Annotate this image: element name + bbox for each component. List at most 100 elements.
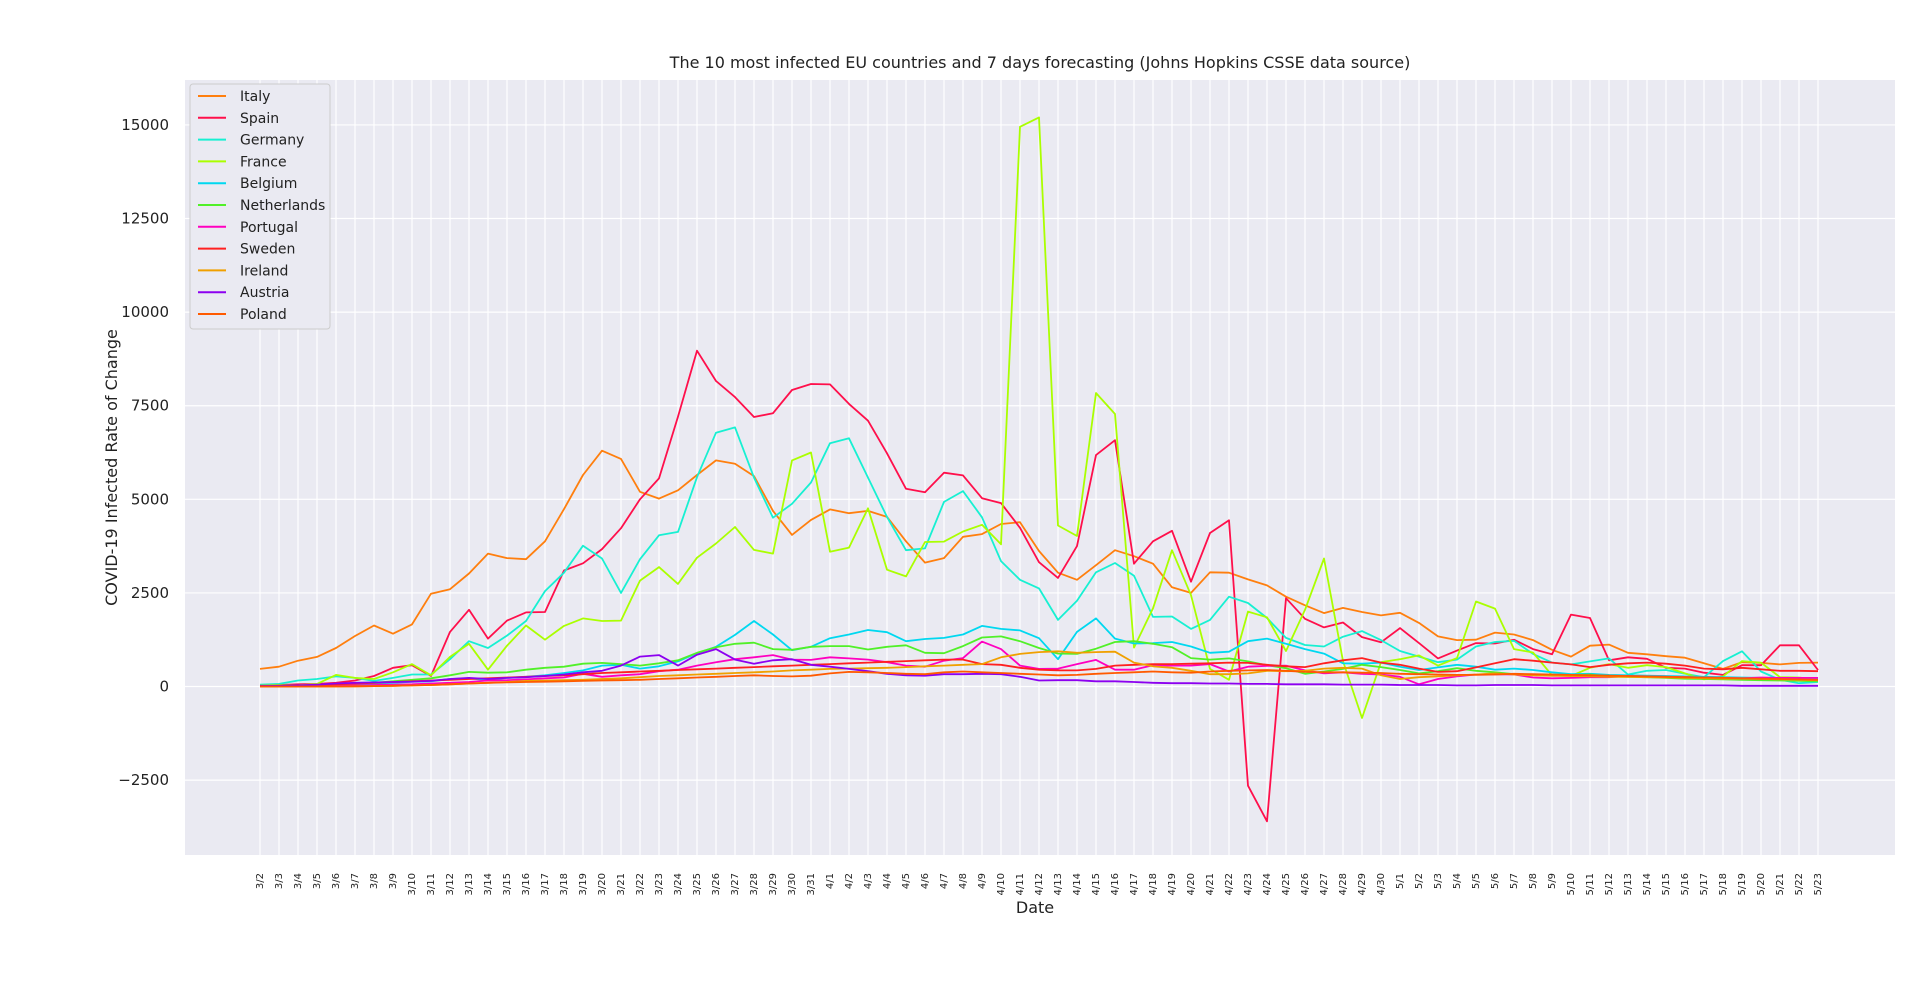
x-tick-label: 4/8 [958, 873, 969, 889]
x-tick-label: 3/26 [711, 873, 722, 895]
x-tick-label: 4/14 [1072, 873, 1083, 895]
x-tick-label: 3/7 [350, 873, 361, 889]
x-tick-label: 3/28 [749, 873, 760, 895]
x-tick-label: 4/20 [1186, 873, 1197, 895]
x-tick-label: 5/13 [1623, 873, 1634, 895]
x-tick-label: 4/16 [1110, 873, 1121, 895]
x-tick-label: 4/30 [1376, 873, 1387, 895]
series-line-spain [259, 349, 1819, 823]
x-tick-label: 5/4 [1452, 873, 1463, 889]
legend-label: Italy [240, 89, 270, 105]
x-axis-ticks: 3/2 3/3 3/4 3/5 3/6 3/7 3/8 3/9 3/10 3/11 3/12 3/13… [255, 873, 1824, 895]
x-tick-label: 4/18 [1148, 873, 1159, 895]
x-tick-label: 4/24 [1262, 873, 1273, 895]
legend-label: Netherlands [240, 198, 325, 214]
legend-label: Germany [240, 133, 304, 149]
chart-title: The 10 most infected EU countries and 7 … [669, 53, 1411, 72]
x-tick-label: 3/4 [293, 873, 304, 889]
x-tick-label: 5/2 [1414, 873, 1425, 889]
x-tick-label: 4/19 [1167, 873, 1178, 895]
x-tick-label: 3/11 [426, 873, 437, 895]
y-tick-label: 12500 [121, 210, 169, 228]
legend-label: Poland [240, 307, 287, 323]
x-tick-label: 3/22 [635, 873, 646, 895]
y-tick-label: 0 [159, 678, 169, 696]
y-tick-label: −2500 [118, 771, 169, 789]
x-tick-label: 5/12 [1604, 873, 1615, 895]
x-tick-label: 3/5 [312, 873, 323, 889]
x-tick-label: 4/13 [1053, 873, 1064, 895]
x-tick-label: 4/12 [1034, 873, 1045, 895]
x-tick-label: 5/5 [1471, 873, 1482, 889]
y-axis-label: COVID-19 Infected Rate of Change [102, 329, 121, 606]
series-line-italy [259, 449, 1819, 670]
x-tick-label: 5/22 [1794, 873, 1805, 895]
x-tick-label: 4/6 [920, 873, 931, 889]
x-tick-label: 5/8 [1528, 873, 1539, 889]
x-tick-label: 5/19 [1737, 873, 1748, 895]
legend-box [189, 83, 331, 330]
series-line-austria [259, 648, 1818, 687]
series-line-poland [260, 669, 1819, 688]
x-tick-label: 5/20 [1756, 873, 1767, 895]
y-tick-label: 7500 [131, 397, 169, 415]
legend-label: Ireland [240, 263, 288, 279]
x-tick-label: 4/1 [825, 873, 836, 889]
x-tick-label: 3/15 [502, 873, 513, 895]
x-tick-label: 4/7 [939, 873, 950, 889]
x-tick-label: 3/12 [445, 873, 456, 895]
x-tick-label: 5/16 [1680, 873, 1691, 895]
x-axis-label: Date [1016, 898, 1054, 917]
x-tick-label: 3/24 [673, 873, 684, 895]
y-tick-label: 5000 [131, 490, 169, 508]
x-tick-label: 5/11 [1585, 873, 1596, 895]
x-tick-label: 3/13 [464, 873, 475, 895]
x-tick-label: 4/29 [1357, 873, 1368, 895]
x-tick-label: 5/23 [1813, 873, 1824, 895]
x-tick-label: 3/14 [483, 873, 494, 895]
x-tick-label: 3/9 [388, 873, 399, 889]
x-tick-label: 5/6 [1490, 873, 1501, 889]
legend-label: Belgium [240, 176, 297, 192]
x-tick-label: 5/7 [1509, 873, 1520, 889]
x-tick-label: 4/15 [1091, 873, 1102, 895]
x-tick-label: 3/19 [578, 873, 589, 895]
x-tick-label: 4/9 [977, 873, 988, 889]
x-tick-label: 4/27 [1319, 873, 1330, 895]
x-tick-label: 5/3 [1433, 873, 1444, 889]
x-tick-label: 4/17 [1129, 873, 1140, 895]
y-tick-label: 15000 [121, 116, 169, 134]
x-tick-label: 3/6 [331, 873, 342, 889]
x-tick-label: 4/11 [1015, 873, 1026, 895]
x-tick-label: 3/18 [559, 873, 570, 895]
plot-area [185, 80, 1895, 855]
x-tick-label: 3/20 [597, 873, 608, 895]
x-tick-label: 5/18 [1718, 873, 1729, 895]
x-tick-label: 5/9 [1547, 873, 1558, 889]
x-tick-label: 5/17 [1699, 873, 1710, 895]
legend-label: Austria [240, 285, 289, 301]
legend-label: France [240, 154, 287, 170]
x-tick-label: 3/17 [540, 873, 551, 895]
x-tick-label: 4/10 [996, 873, 1007, 895]
x-tick-label: 4/21 [1205, 873, 1216, 895]
legend-label: Spain [240, 111, 279, 127]
x-tick-label: 3/16 [521, 873, 532, 895]
x-tick-label: 4/22 [1224, 873, 1235, 895]
x-tick-label: 3/31 [806, 873, 817, 895]
x-tick-label: 3/2 [255, 873, 266, 889]
x-tick-label: 4/23 [1243, 873, 1254, 895]
x-tick-label: 3/30 [787, 873, 798, 895]
x-tick-label: 4/3 [863, 873, 874, 889]
legend-label: Portugal [240, 220, 298, 236]
x-tick-label: 5/21 [1775, 873, 1786, 895]
x-tick-label: 4/2 [844, 873, 855, 889]
y-tick-label: 2500 [131, 584, 169, 602]
x-tick-label: 3/8 [369, 873, 380, 889]
x-tick-label: 4/26 [1300, 873, 1311, 895]
x-tick-label: 4/28 [1338, 873, 1349, 895]
legend: Italy Spain Germany France Belgium Netherland… [189, 83, 331, 330]
y-axis-ticks: −2500 0 2500 5000 7500 10000 12500 15000 [118, 116, 169, 789]
